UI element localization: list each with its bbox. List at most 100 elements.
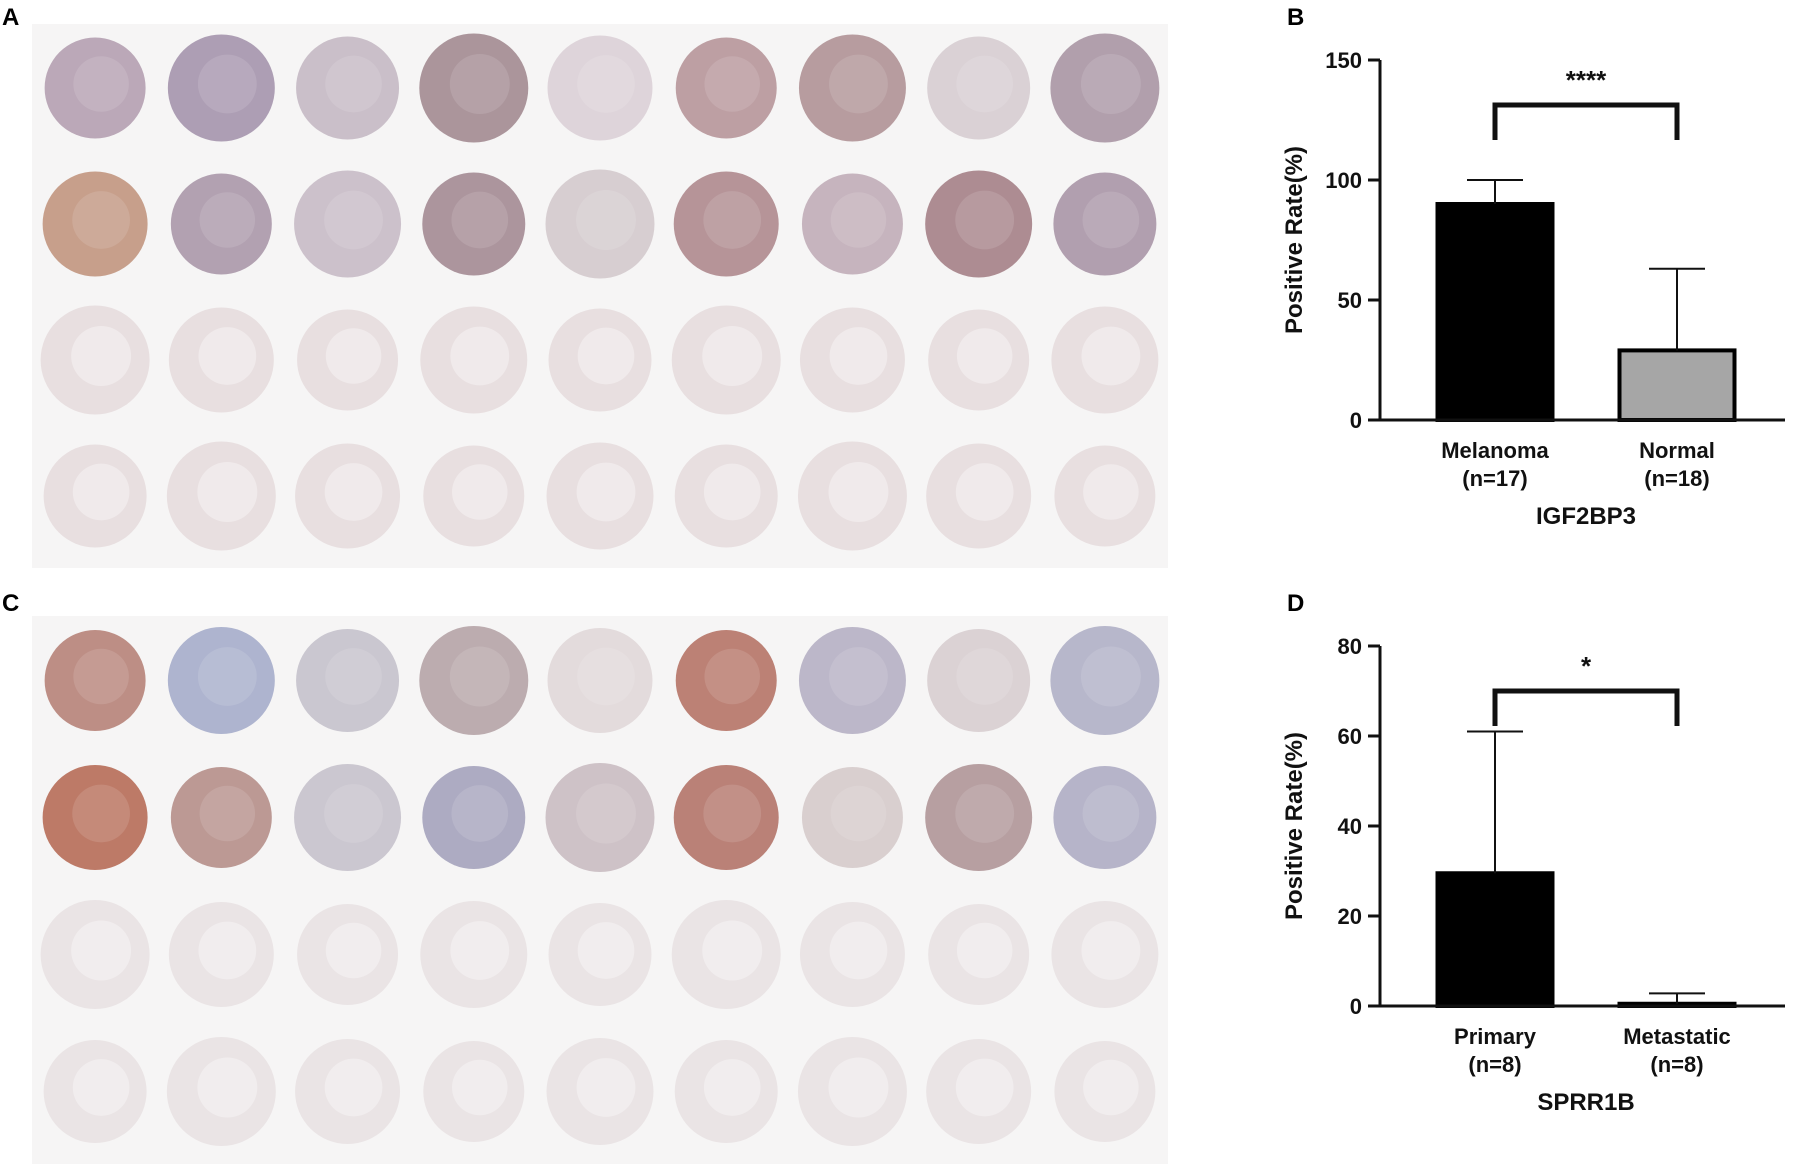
tissue-core-texture: [197, 1057, 258, 1118]
y-tick-label: 100: [1325, 168, 1362, 193]
tissue-core: [799, 307, 905, 413]
y-axis-label: Positive Rate(%): [1281, 146, 1308, 334]
panel-label-d: D: [1287, 590, 1305, 617]
tissue-core-texture: [324, 190, 383, 250]
category-label-0: Primary: [1454, 1024, 1537, 1049]
tissue-core: [1051, 306, 1159, 414]
tissue-core-texture: [451, 785, 509, 842]
category-sublabel-1: (n=18): [1644, 466, 1709, 491]
tissue-core: [928, 904, 1030, 1005]
tma-cores-c: [40, 626, 1160, 1146]
tissue-core: [673, 171, 779, 277]
tissue-core: [168, 902, 274, 1007]
tissue-core: [166, 441, 276, 551]
tissue-core: [167, 627, 275, 734]
tissue-core: [671, 900, 781, 1009]
tissue-core: [167, 34, 275, 142]
tissue-core-texture: [73, 648, 129, 705]
y-tick-label: 0: [1350, 994, 1362, 1019]
tissue-core: [40, 305, 150, 415]
tissue-core-texture: [577, 647, 635, 706]
panel-label-c: C: [2, 590, 20, 617]
tissue-core: [295, 1039, 401, 1144]
tissue-core: [44, 37, 146, 139]
tissue-core: [295, 443, 401, 549]
tissue-core: [422, 172, 526, 276]
tissue-core: [1054, 1041, 1156, 1142]
tissue-core: [548, 903, 652, 1006]
tissue-core: [675, 630, 777, 731]
tissue-core-texture: [197, 462, 258, 522]
tissue-core: [296, 36, 400, 140]
tissue-core-texture: [325, 648, 382, 705]
tissue-core-texture: [829, 54, 888, 114]
tissue-core-texture: [325, 328, 382, 384]
tissue-core-texture: [71, 326, 132, 386]
x-axis-label: IGF2BP3: [1536, 503, 1636, 530]
tissue-core-texture: [198, 921, 257, 980]
tissue-core-texture: [703, 191, 762, 249]
tissue-core: [925, 764, 1033, 871]
bar: [1435, 871, 1555, 1008]
tissue-core-texture: [956, 648, 1013, 705]
y-tick-label: 60: [1338, 724, 1362, 749]
tissue-core: [548, 308, 652, 412]
tissue-core-texture: [577, 327, 635, 385]
tissue-core: [926, 443, 1032, 549]
tissue-core-texture: [1083, 464, 1139, 520]
tissue-core: [545, 763, 655, 872]
tissue-core: [674, 1040, 778, 1143]
tissue-core-texture: [830, 785, 887, 842]
tissue-core-texture: [324, 784, 383, 843]
tissue-core: [419, 33, 529, 143]
tissue-core-texture: [324, 463, 383, 521]
y-tick-label: 50: [1338, 288, 1362, 313]
tissue-core-texture: [199, 785, 256, 842]
x-axis-label: SPRR1B: [1537, 1089, 1634, 1116]
tissue-core: [40, 900, 150, 1009]
tissue-core: [928, 309, 1030, 411]
tissue-core: [671, 305, 781, 415]
tissue-core: [42, 765, 148, 870]
tissue-core-texture: [197, 54, 257, 114]
tissue-core: [1050, 626, 1160, 735]
tissue-core-texture: [956, 55, 1013, 113]
tissue-core: [801, 173, 903, 275]
tissue-core: [547, 35, 653, 141]
tissue-core-texture: [955, 1058, 1014, 1117]
tissue-core-texture: [955, 784, 1015, 843]
tissue-core-texture: [452, 1059, 508, 1116]
tissue-core: [799, 902, 905, 1007]
tissue-core: [422, 766, 526, 869]
tissue-core: [925, 170, 1033, 278]
tissue-core: [170, 173, 272, 275]
error-bars: [1467, 730, 1705, 1004]
tissue-core-texture: [72, 1059, 130, 1116]
tissue-core: [546, 1038, 654, 1145]
tissue-core: [423, 1041, 525, 1142]
tissue-core: [419, 626, 529, 735]
tissue-core: [43, 444, 147, 548]
tissue-core: [798, 627, 906, 734]
tissue-core-texture: [1082, 785, 1140, 842]
chart-b-svg: 0 50 100 150 **** Melanoma Normal (n=17) (n…: [1281, 48, 1785, 530]
tissue-core-texture: [73, 56, 129, 112]
tissue-core-texture: [325, 55, 382, 113]
significance-bracket: [1492, 688, 1680, 726]
tissue-core-texture: [703, 784, 762, 843]
tissue-core: [673, 765, 779, 870]
tissue-core: [546, 442, 654, 550]
tissue-core: [547, 628, 653, 733]
category-sublabel-0: (n=17): [1462, 466, 1527, 491]
tissue-core: [1051, 901, 1159, 1008]
error-bars: [1467, 179, 1705, 351]
category-label-0: Melanoma: [1441, 438, 1549, 463]
tissue-core-texture: [829, 921, 888, 980]
tissue-core-texture: [577, 922, 635, 979]
tissue-core-texture: [830, 192, 887, 248]
category-sublabel-1: (n=8): [1650, 1052, 1703, 1077]
tissue-core-texture: [449, 646, 510, 707]
tissue-core-texture: [325, 922, 382, 979]
tissue-core-texture: [576, 462, 636, 522]
significance-label: *: [1581, 651, 1592, 681]
